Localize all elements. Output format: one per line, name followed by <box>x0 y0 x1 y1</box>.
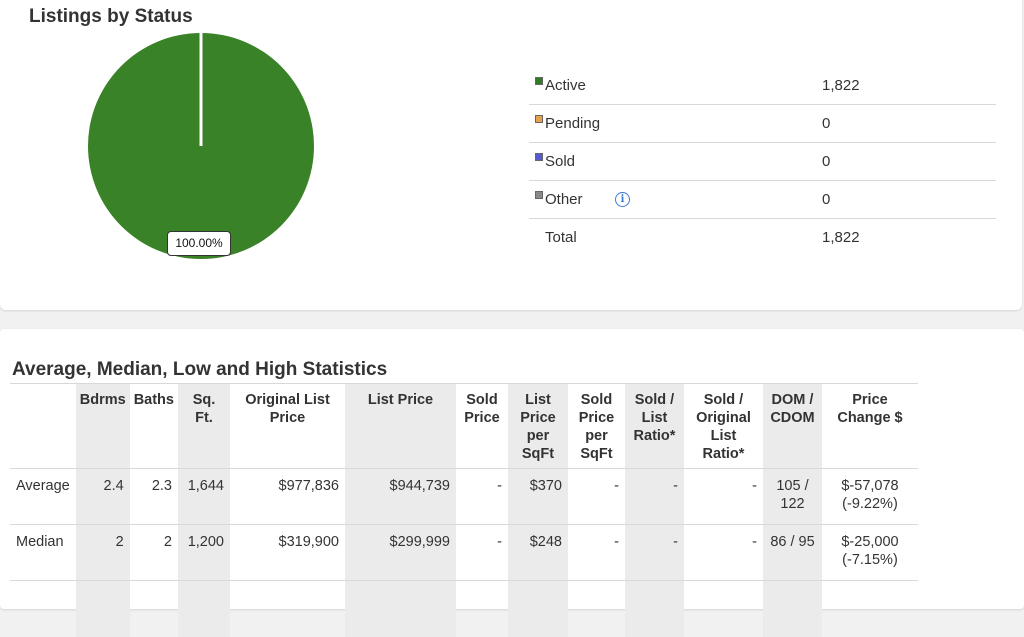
legend-label-pending: Pending <box>545 115 601 132</box>
other-swatch <box>535 191 543 199</box>
header-sold-original-list-ratio: Sold / Original List Ratio* <box>683 383 763 469</box>
legend-row-total: Total 1,822 <box>529 219 996 256</box>
legend-label-other: Other <box>545 191 583 208</box>
cell-sqft: 1,644 <box>177 468 230 525</box>
statistics-header-row: Bdrms Baths Sq. Ft. Original List Price … <box>10 383 918 469</box>
header-dom-cdom: DOM / CDOM <box>762 383 822 469</box>
header-original-list-price: Original List Price <box>229 383 345 469</box>
header-list-price-per-sqft: List Price per SqFt <box>507 383 568 469</box>
cell-sold-original-list-ratio: - <box>683 524 763 581</box>
sold-swatch <box>535 153 543 161</box>
cell-empty <box>762 580 822 637</box>
cell-empty <box>129 580 178 637</box>
row-label-average: Average <box>10 468 76 525</box>
cell-list-price: $299,999 <box>344 524 456 581</box>
header-sold-price: Sold Price <box>455 383 508 469</box>
legend-label-active: Active <box>545 77 586 94</box>
legend-value-other: 0 <box>822 191 831 208</box>
legend-row-active[interactable]: Active 1,822 <box>529 67 996 105</box>
cell-list-price: $944,739 <box>344 468 456 525</box>
cell-empty <box>821 580 918 637</box>
statistics-table: Bdrms Baths Sq. Ft. Original List Price … <box>10 383 918 637</box>
cell-sold-list-ratio: - <box>624 524 684 581</box>
row-label-next <box>10 580 76 637</box>
cell-empty <box>455 580 508 637</box>
header-baths: Baths <box>129 383 178 469</box>
listings-by-status-card: Listings by Status 100.00% Active 1,822 … <box>0 0 1022 310</box>
header-bdrms: Bdrms <box>75 383 130 469</box>
legend-row-pending[interactable]: Pending 0 <box>529 105 996 143</box>
pending-swatch <box>535 115 543 123</box>
cell-price-change: $-25,000 (-7.15%) <box>821 524 918 581</box>
cell-empty <box>344 580 456 637</box>
statistics-title: Average, Median, Low and High Statistics <box>12 359 388 380</box>
header-list-price: List Price <box>344 383 456 469</box>
table-row <box>10 580 918 637</box>
legend-label-total: Total <box>545 229 577 246</box>
legend-value-sold: 0 <box>822 153 831 170</box>
cell-dom-cdom: 86 / 95 <box>762 524 822 581</box>
header-sold-list-ratio: Sold / List Ratio* <box>624 383 684 469</box>
header-blank <box>10 383 76 469</box>
info-icon[interactable]: i <box>615 192 630 207</box>
cell-original-list-price: $319,900 <box>229 524 345 581</box>
cell-original-list-price: $977,836 <box>229 468 345 525</box>
cell-baths: 2.3 <box>129 468 178 525</box>
listings-by-status-title: Listings by Status <box>29 6 193 27</box>
cell-sold-price-per-sqft: - <box>567 524 625 581</box>
table-row: Average 2.4 2.3 1,644 $977,836 $944,739 … <box>10 468 918 525</box>
header-sold-price-per-sqft: Sold Price per SqFt <box>567 383 625 469</box>
cell-empty <box>567 580 625 637</box>
legend-row-other[interactable]: Other i 0 <box>529 181 996 219</box>
cell-empty <box>624 580 684 637</box>
status-legend: Active 1,822 Pending 0 Sold 0 Other i 0 … <box>529 67 996 256</box>
cell-sold-price: - <box>455 468 508 525</box>
cell-dom-cdom: 105 / 122 <box>762 468 822 525</box>
cell-list-price-per-sqft: $248 <box>507 524 568 581</box>
header-sqft: Sq. Ft. <box>177 383 230 469</box>
header-price-change: Price Change $ <box>821 383 918 469</box>
legend-value-total: 1,822 <box>822 229 860 246</box>
cell-sold-price: - <box>455 524 508 581</box>
legend-value-active: 1,822 <box>822 77 860 94</box>
cell-baths: 2 <box>129 524 178 581</box>
legend-row-sold[interactable]: Sold 0 <box>529 143 996 181</box>
cell-price-change: $-57,078 (-9.22%) <box>821 468 918 525</box>
cell-empty <box>507 580 568 637</box>
cell-empty <box>177 580 230 637</box>
cell-sold-original-list-ratio: - <box>683 468 763 525</box>
cell-empty <box>229 580 345 637</box>
statistics-card: Average, Median, Low and High Statistics… <box>0 329 1024 637</box>
cell-sold-list-ratio: - <box>624 468 684 525</box>
status-pie-chart <box>88 33 314 259</box>
cell-empty <box>75 580 130 637</box>
cell-bdrms: 2.4 <box>75 468 130 525</box>
pie-data-label: 100.00% <box>167 231 231 256</box>
cell-sqft: 1,200 <box>177 524 230 581</box>
table-row: Median 2 2 1,200 $319,900 $299,999 - $24… <box>10 524 918 581</box>
cell-sold-price-per-sqft: - <box>567 468 625 525</box>
row-label-median: Median <box>10 524 76 581</box>
cell-bdrms: 2 <box>75 524 130 581</box>
legend-value-pending: 0 <box>822 115 831 132</box>
cell-list-price-per-sqft: $370 <box>507 468 568 525</box>
cell-empty <box>683 580 763 637</box>
active-swatch <box>535 77 543 85</box>
legend-label-sold: Sold <box>545 153 576 170</box>
